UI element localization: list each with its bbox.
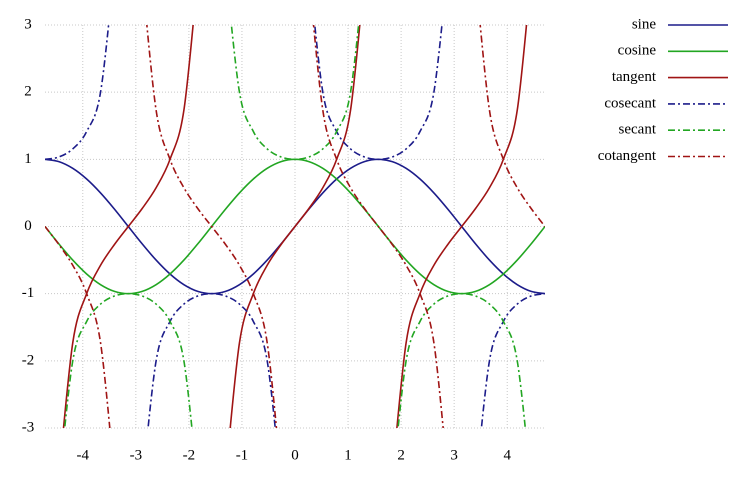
legend-label: cosine [618,43,657,59]
y-tick-label: 0 [24,218,32,234]
x-tick-label: 4 [503,447,511,463]
plot-area [45,25,545,428]
legend-label: secant [619,122,657,138]
x-tick-label: -4 [77,447,90,463]
y-tick-label: -2 [22,352,35,368]
series-line [45,25,545,428]
y-tick-label: 1 [24,151,32,167]
x-tick-label: 1 [344,447,352,463]
series-line [45,25,545,428]
x-tick-label: -3 [130,447,143,463]
series-line [63,25,527,428]
x-tick-label: -1 [236,447,249,463]
x-tick-label: 3 [450,447,458,463]
x-tick-label: 0 [291,447,299,463]
series-line [62,25,528,428]
x-tick-label: -2 [183,447,196,463]
y-tick-label: 2 [24,84,32,100]
legend-label: cotangent [598,148,657,164]
y-tick-label: -1 [22,285,35,301]
legend-label: sine [632,16,657,32]
x-tick-label: 2 [397,447,405,463]
legend-label: tangent [612,69,657,85]
y-tick-label: 3 [24,16,32,32]
y-tick-label: -3 [22,419,35,435]
legend-label: cosecant [604,95,656,111]
